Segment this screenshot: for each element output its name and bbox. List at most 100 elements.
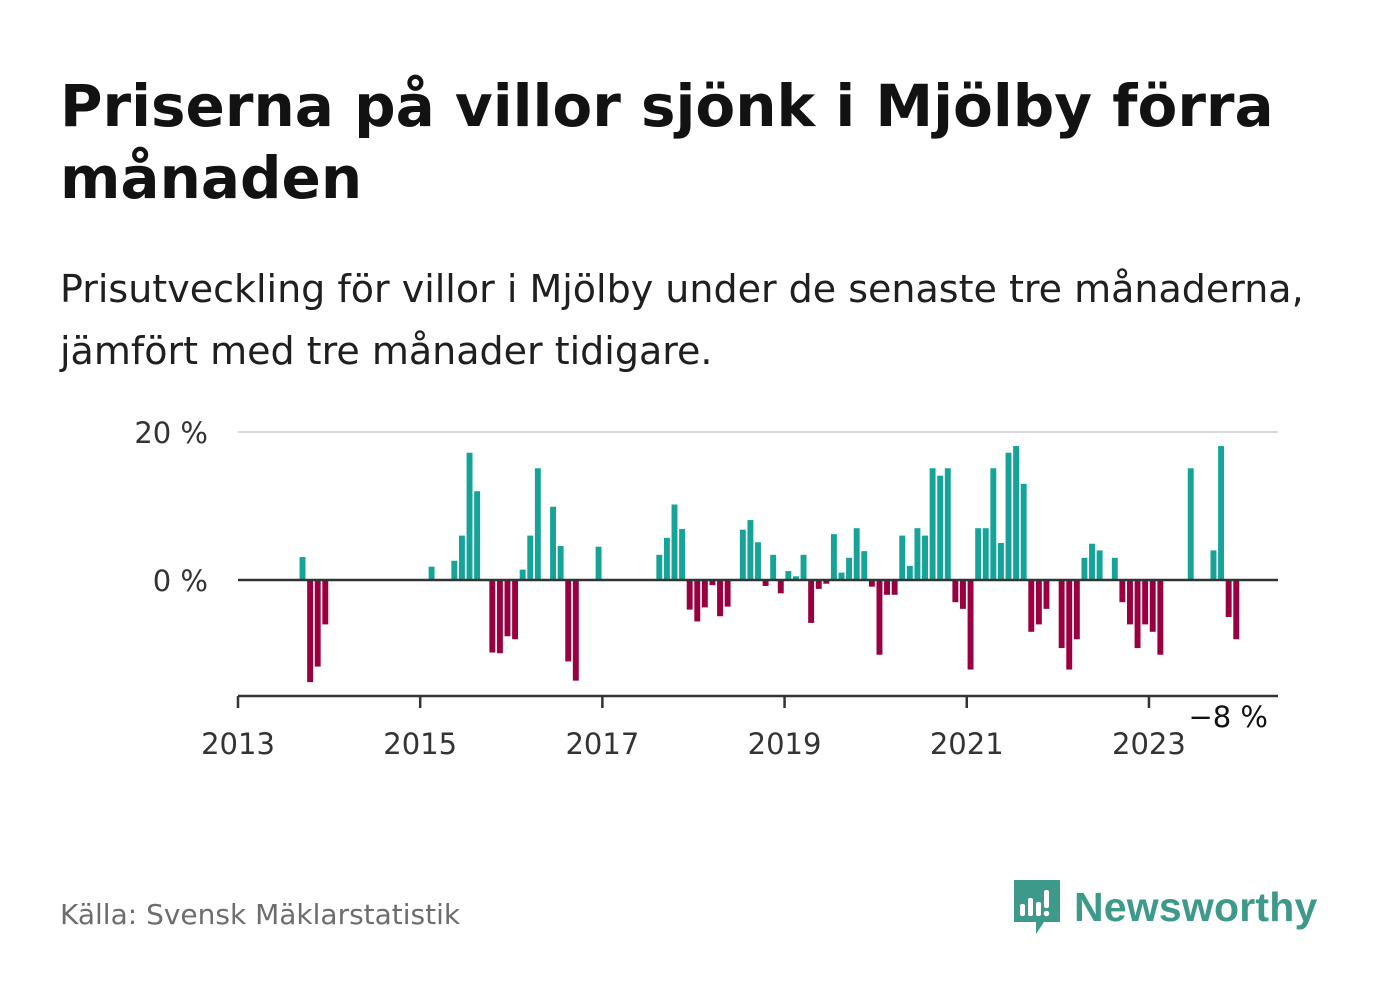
bar [975,528,982,580]
bar [1066,580,1073,670]
chart-title: Priserna på villor sjönk i Mjölby förra … [60,72,1274,212]
bar [694,580,701,622]
x-tick-label: 2019 [748,727,822,761]
bar [1119,580,1126,603]
bar [1111,557,1118,580]
bar [876,580,883,655]
x-tick-label: 2013 [201,727,275,761]
bar [1028,580,1035,632]
bar [1043,580,1050,609]
bar [519,569,526,580]
bar [770,554,777,580]
bar [671,504,678,580]
bar [299,557,306,580]
bar [815,580,822,589]
bar [1089,543,1095,580]
bar [1020,483,1027,580]
bar [884,580,891,595]
bar [565,580,572,662]
bar [1073,580,1080,640]
bar [1218,446,1225,580]
bar [823,580,830,584]
bar [944,468,951,580]
bar [785,571,792,580]
bar [595,546,602,580]
axes [236,578,1278,708]
bar [679,528,686,580]
bar [1035,580,1042,625]
bar [1157,580,1164,655]
bar [534,468,541,580]
bar [1013,446,1020,580]
bar [891,580,898,595]
bar [937,475,944,580]
bar [1233,580,1240,640]
bar [739,529,746,580]
bar [952,580,959,603]
bar [557,545,564,580]
bar [466,452,473,580]
bar [777,580,784,594]
bar [458,535,465,580]
source-note: Källa: Svensk Mäklarstatistik [60,898,461,931]
bar [709,580,716,586]
bar [967,580,974,670]
bar [793,576,799,580]
bar [853,528,860,580]
newsworthy-logo-icon [1014,880,1060,934]
bar [755,542,761,580]
x-tick-label: 2017 [565,727,639,761]
x-tick-label: 2015 [383,727,457,761]
bar [868,580,875,587]
bar [527,535,534,580]
x-tick-label: 2023 [1112,727,1186,761]
bars [299,446,1240,683]
bar [838,572,845,580]
bar [724,580,731,607]
bar [922,535,928,580]
bar [496,580,503,654]
bar [1005,452,1012,580]
bar [846,557,853,580]
newsworthy-logo: Newsworthy [1010,876,1318,938]
bar [982,528,989,580]
bar [990,468,997,580]
y-tick-label: 20 % [134,416,208,450]
bar [899,535,906,580]
bar [800,554,807,580]
bar [656,554,663,580]
bar [451,560,458,580]
bar [1225,580,1232,617]
bar [504,580,511,637]
bar [1142,580,1149,625]
bar [322,580,329,625]
bar [861,551,868,580]
chart-subtitle: Prisutveckling för villor i Mjölby under… [60,267,1304,373]
bar [830,534,837,580]
bar [1096,550,1103,580]
bar [428,566,435,580]
bar [914,528,921,580]
bar [808,580,815,623]
bar [1187,468,1194,580]
bar [997,543,1004,580]
bar [663,537,670,580]
bar [1149,580,1156,632]
bar [1081,557,1088,580]
bar [314,580,321,667]
bar [1134,580,1141,649]
bar [474,491,481,580]
bar [906,565,913,580]
y-tick-label: 0 % [153,564,208,598]
bar [1127,580,1133,625]
bar [550,506,556,580]
x-tick-label: 2021 [930,727,1004,761]
x-axis-labels: 2013 2015 2017 2019 2021 2023 [201,727,1186,761]
bar [686,580,693,610]
bar [1210,550,1217,580]
bar [747,520,754,580]
bar [701,580,708,608]
bar [512,580,519,640]
bar [762,580,769,586]
